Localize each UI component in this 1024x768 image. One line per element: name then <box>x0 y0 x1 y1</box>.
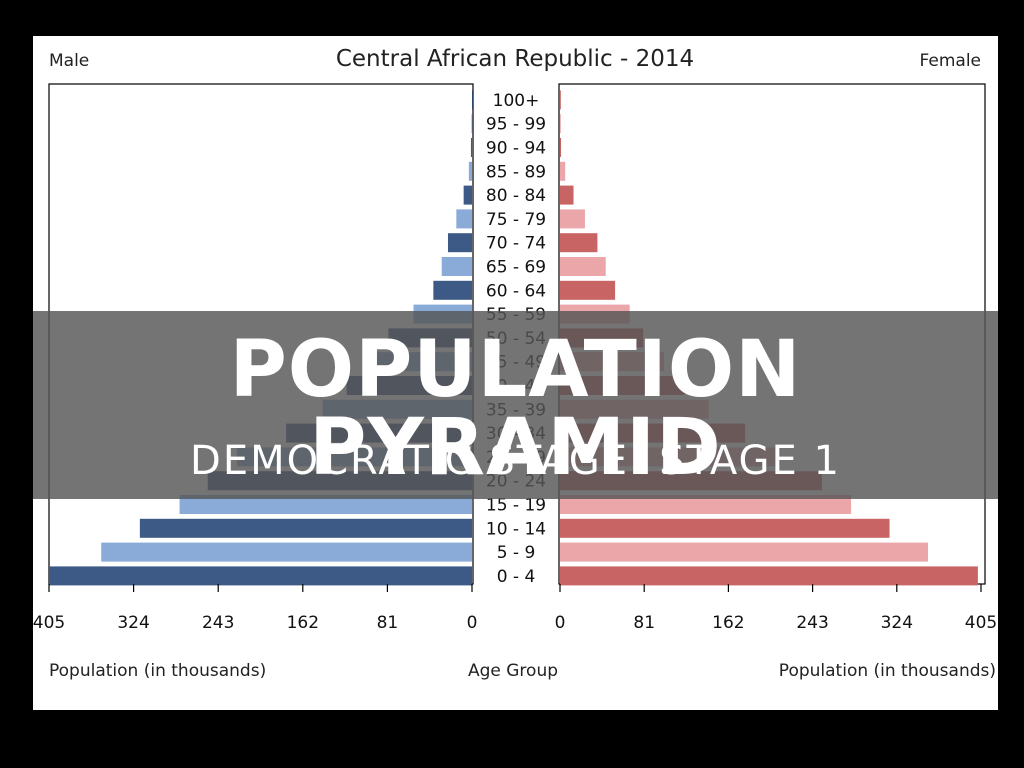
female-bar <box>560 209 585 229</box>
male-tick-label: 81 <box>377 613 399 633</box>
female-bar <box>560 233 598 253</box>
female-bar <box>560 518 890 538</box>
age-group-label: 60 - 64 <box>486 281 546 301</box>
age-group-axis-label: Age Group <box>468 661 558 681</box>
male-x-axis-label: Population (in thousands) <box>49 661 266 681</box>
age-group-label: 0 - 4 <box>497 567 536 587</box>
female-bar <box>560 257 606 276</box>
male-bar <box>468 161 472 181</box>
age-group-label: 75 - 79 <box>486 210 546 230</box>
male-axis-ticks: 0 81 162 243 324 405 <box>33 584 477 633</box>
age-group-label: 85 - 89 <box>486 162 546 182</box>
female-tick-label: 243 <box>796 613 828 633</box>
male-tick-label: 243 <box>202 613 234 633</box>
banner-title: POPULATION PYRAMID <box>229 325 802 493</box>
age-group-label: 100+ <box>493 91 540 111</box>
male-bar <box>471 114 473 134</box>
male-bar <box>433 280 472 300</box>
male-bar <box>101 542 472 562</box>
male-bar <box>179 495 473 514</box>
female-label: Female <box>920 51 981 71</box>
age-group-label: 70 - 74 <box>486 234 546 254</box>
female-tick-label: 324 <box>881 613 913 633</box>
title-banner: POPULATION PYRAMID DEMOCRATIC STAGE: STA… <box>33 311 998 499</box>
male-bar <box>139 518 472 538</box>
female-tick-label: 0 <box>555 613 566 633</box>
female-bar <box>560 161 566 181</box>
male-bar <box>472 90 473 110</box>
male-tick-label: 324 <box>117 613 149 633</box>
female-tick-label: 162 <box>712 613 744 633</box>
age-group-label: 10 - 14 <box>486 519 546 539</box>
chart-title: Central African Republic - 2014 <box>336 46 694 72</box>
female-bar <box>560 185 574 205</box>
male-bar <box>456 209 472 229</box>
male-bar <box>470 138 472 157</box>
female-tick-label: 81 <box>633 613 655 633</box>
male-bar <box>447 233 472 253</box>
female-axis-ticks: 0 81 162 243 324 405 <box>555 584 997 633</box>
age-group-label: 65 - 69 <box>486 258 546 278</box>
age-group-label: 95 - 99 <box>486 115 546 135</box>
female-bar <box>560 90 561 110</box>
female-bar <box>560 114 561 134</box>
age-group-label: 5 - 9 <box>497 543 536 563</box>
female-bar <box>560 542 928 562</box>
male-tick-label: 162 <box>287 613 319 633</box>
male-bar <box>463 185 472 205</box>
age-group-label: 80 - 84 <box>486 186 546 206</box>
male-label: Male <box>49 51 89 71</box>
female-bar <box>560 280 616 300</box>
male-bar <box>441 257 472 276</box>
male-tick-label: 0 <box>467 613 478 633</box>
age-group-label: 90 - 94 <box>486 139 546 159</box>
female-bar <box>560 566 978 586</box>
female-bar <box>560 495 852 514</box>
male-tick-label: 405 <box>33 613 65 633</box>
male-bar <box>49 566 472 586</box>
female-bar <box>560 138 562 157</box>
female-tick-label: 405 <box>965 613 997 633</box>
age-group-label: 15 - 19 <box>486 496 546 516</box>
banner-subtitle: DEMOCRATIC STAGE: STAGE 1 <box>190 438 841 484</box>
female-x-axis-label: Population (in thousands) <box>779 661 996 681</box>
